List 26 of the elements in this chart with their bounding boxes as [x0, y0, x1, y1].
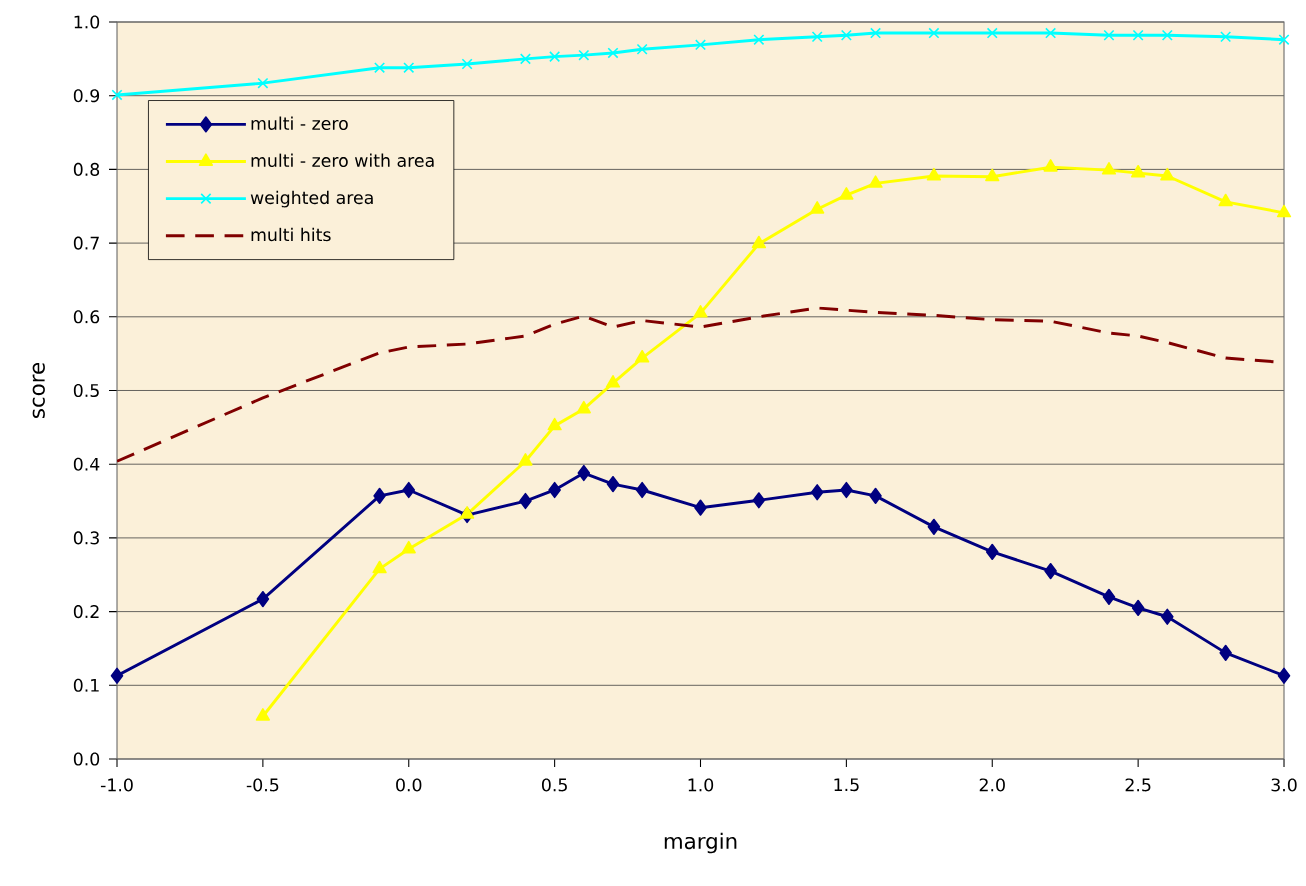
x-tick-label: 1.0 [688, 778, 714, 792]
y-tick-label: 0.6 [73, 310, 100, 324]
x-tick-label: -0.5 [246, 778, 279, 792]
x-tick-label: 2.0 [979, 778, 1005, 792]
y-tick-label: 0.1 [73, 678, 99, 692]
x-tick-label: 0.5 [542, 778, 567, 792]
x-tick-label: -1.0 [100, 778, 133, 792]
y-tick-label: 0.4 [73, 457, 100, 471]
x-tick-label: 2.5 [1125, 778, 1151, 792]
y-tick-label: 0.3 [73, 531, 99, 545]
legend-label: multi - zero [251, 116, 348, 130]
y-tick-label: 0.8 [73, 162, 100, 176]
y-tick-label: 0.9 [73, 89, 100, 103]
legend-label: multi hits [251, 227, 331, 242]
x-tick-label: 0.0 [396, 778, 422, 792]
x-tick-label: 1.5 [834, 778, 859, 792]
y-tick-label: 1.0 [74, 15, 100, 29]
legend-label: weighted area [250, 190, 373, 208]
y-tick-label: 0.7 [73, 236, 99, 250]
legend-label: multi - zero with area [251, 153, 434, 168]
x-tick-label: 3.0 [1271, 778, 1297, 792]
x-axis-title: margin [664, 832, 737, 854]
y-tick-label: 0.5 [73, 383, 99, 398]
y-axis-title: score [32, 362, 45, 419]
y-tick-label: 0.0 [73, 752, 100, 766]
y-tick-label: 0.2 [73, 605, 99, 619]
